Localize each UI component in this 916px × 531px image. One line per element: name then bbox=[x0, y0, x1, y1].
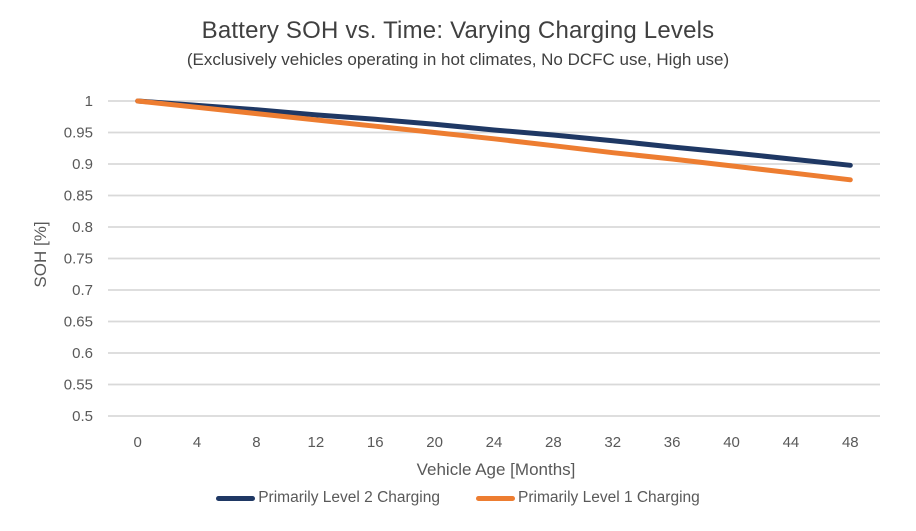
legend: Primarily Level 2 Charging Primarily Lev… bbox=[0, 489, 916, 507]
legend-item-level2-charging: Primarily Level 2 Charging bbox=[216, 489, 440, 507]
x-tick-label: 4 bbox=[193, 434, 201, 451]
x-tick-label: 8 bbox=[252, 434, 260, 451]
x-tick-label: 40 bbox=[723, 434, 740, 451]
x-tick-label: 28 bbox=[545, 434, 562, 451]
y-axis-title: SOH [%] bbox=[31, 221, 50, 287]
y-tick-label: 0.7 bbox=[72, 282, 93, 299]
y-tick-label: 0.5 bbox=[72, 408, 93, 425]
series-line-1 bbox=[135, 98, 853, 183]
chart-subtitle: (Exclusively vehicles operating in hot c… bbox=[186, 50, 730, 69]
x-tick-label: 16 bbox=[367, 434, 384, 451]
x-tick-label: 48 bbox=[842, 434, 859, 451]
x-tick-label: 24 bbox=[486, 434, 503, 451]
chart-title: Battery SOH vs. Time: Varying Charging L… bbox=[201, 17, 715, 44]
x-tick-label: 36 bbox=[664, 434, 681, 451]
y-tick-label: 0.85 bbox=[64, 188, 93, 205]
y-tick-label: 1 bbox=[85, 93, 93, 110]
y-tick-label: 0.55 bbox=[64, 377, 93, 394]
legend-label-level2-charging: Primarily Level 2 Charging bbox=[258, 489, 440, 506]
y-tick-label: 0.9 bbox=[72, 156, 93, 173]
legend-item-level1-charging: Primarily Level 1 Charging bbox=[476, 489, 700, 507]
y-tick-label: 0.75 bbox=[64, 251, 93, 268]
x-tick-label: 20 bbox=[426, 434, 443, 451]
y-tick-label: 0.95 bbox=[64, 125, 93, 142]
x-tick-label: 44 bbox=[783, 434, 800, 451]
y-tick-label: 0.65 bbox=[64, 314, 93, 331]
y-tick-label: 0.8 bbox=[72, 219, 93, 236]
x-tick-label: 0 bbox=[134, 434, 142, 451]
level2-series-line-key-icon bbox=[216, 495, 256, 501]
y-tick-label: 0.6 bbox=[72, 345, 93, 362]
level1-series-line-key-icon bbox=[476, 495, 515, 501]
x-tick-label: 32 bbox=[604, 434, 621, 451]
legend-label-level1-charging: Primarily Level 1 Charging bbox=[518, 489, 700, 506]
x-axis-title: Vehicle Age [Months] bbox=[417, 460, 576, 479]
x-tick-label: 12 bbox=[308, 434, 325, 451]
series-line-0 bbox=[135, 98, 853, 168]
